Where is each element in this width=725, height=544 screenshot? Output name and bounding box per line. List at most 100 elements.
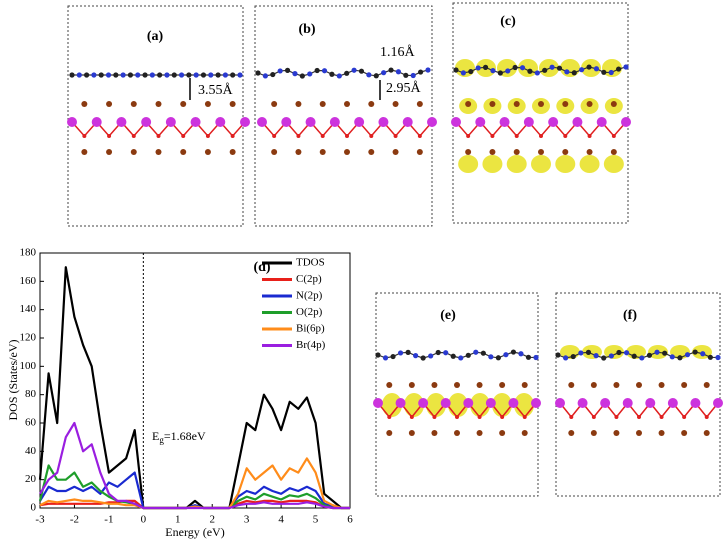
atom bbox=[98, 72, 104, 78]
atom bbox=[601, 355, 607, 361]
atom bbox=[388, 67, 394, 73]
panel-label: (a) bbox=[147, 29, 164, 44]
atom bbox=[465, 101, 472, 107]
atom bbox=[387, 415, 392, 419]
atom bbox=[538, 101, 544, 107]
atom bbox=[240, 117, 250, 127]
atom bbox=[272, 134, 277, 138]
atom bbox=[397, 350, 404, 356]
atom bbox=[499, 117, 510, 127]
atom bbox=[149, 72, 155, 78]
atom bbox=[431, 382, 438, 388]
atom bbox=[707, 354, 713, 360]
atom bbox=[586, 149, 593, 155]
y-tick-label: 0 bbox=[31, 502, 37, 514]
series-line bbox=[39, 421, 350, 510]
atom bbox=[156, 134, 161, 138]
x-tick-label: 5 bbox=[313, 514, 319, 526]
atom bbox=[113, 72, 119, 78]
atom bbox=[510, 349, 517, 355]
atom bbox=[178, 72, 185, 78]
atom bbox=[549, 64, 555, 70]
atom bbox=[157, 72, 163, 78]
atom bbox=[141, 117, 152, 127]
atom bbox=[593, 66, 600, 72]
panel-box bbox=[254, 5, 433, 227]
structures bbox=[67, 59, 723, 436]
atom bbox=[572, 117, 583, 127]
charge-blob bbox=[579, 155, 600, 173]
atom bbox=[262, 73, 268, 79]
atom bbox=[186, 72, 192, 78]
atom bbox=[499, 430, 506, 436]
atom bbox=[555, 398, 565, 408]
atom bbox=[505, 68, 511, 74]
atom bbox=[531, 398, 541, 408]
atom bbox=[623, 64, 629, 70]
x-axis-label: Energy (eV) bbox=[165, 525, 224, 539]
atom bbox=[425, 67, 431, 73]
atom bbox=[431, 430, 438, 436]
atom bbox=[215, 117, 226, 127]
atom bbox=[440, 398, 451, 408]
atom bbox=[418, 69, 424, 75]
atom bbox=[230, 134, 235, 138]
x-tick-label: -1 bbox=[104, 514, 113, 526]
atom bbox=[336, 73, 342, 79]
atom bbox=[455, 415, 459, 419]
atom bbox=[408, 430, 415, 436]
atom bbox=[344, 101, 350, 107]
atom bbox=[354, 117, 365, 127]
atom bbox=[466, 134, 471, 138]
charge-blob bbox=[426, 393, 446, 417]
atom bbox=[562, 101, 569, 107]
atom bbox=[127, 72, 134, 78]
atom bbox=[637, 415, 641, 419]
atom bbox=[204, 149, 211, 155]
atom bbox=[600, 398, 611, 408]
atom bbox=[489, 149, 496, 155]
atom bbox=[190, 117, 201, 127]
atom bbox=[451, 117, 461, 127]
atom bbox=[375, 352, 381, 358]
atom bbox=[639, 355, 645, 361]
atom bbox=[193, 72, 199, 78]
atom bbox=[512, 64, 518, 71]
atom bbox=[255, 70, 261, 76]
atom bbox=[381, 70, 387, 76]
atom bbox=[662, 350, 668, 356]
legend-label: N(2p) bbox=[296, 290, 323, 302]
y-axis-label: DOS (States/eV) bbox=[6, 340, 20, 421]
atom bbox=[76, 72, 82, 78]
atom bbox=[180, 149, 187, 155]
atom bbox=[513, 101, 520, 107]
atom bbox=[621, 117, 631, 127]
atom bbox=[81, 149, 88, 155]
atom bbox=[295, 101, 302, 107]
atom bbox=[608, 69, 614, 76]
atom bbox=[715, 354, 721, 361]
atom bbox=[564, 69, 570, 75]
atom bbox=[677, 355, 683, 361]
atom bbox=[454, 382, 460, 388]
distance-label: 1.16Å bbox=[380, 44, 416, 60]
atom bbox=[257, 117, 267, 127]
atom bbox=[204, 101, 211, 107]
y-tick-label: 120 bbox=[20, 332, 37, 344]
atom bbox=[460, 70, 466, 76]
charge-blob bbox=[555, 155, 576, 173]
atom bbox=[570, 353, 576, 360]
atom bbox=[320, 134, 325, 138]
atom bbox=[402, 117, 413, 127]
legend-label: C(2p) bbox=[296, 273, 322, 285]
legend-label: Bi(6p) bbox=[296, 323, 325, 335]
charge-blob bbox=[603, 155, 624, 173]
atom bbox=[305, 117, 316, 127]
atom bbox=[667, 398, 678, 408]
bond bbox=[377, 351, 537, 359]
atom bbox=[568, 430, 575, 436]
atom bbox=[476, 430, 483, 436]
atom bbox=[500, 415, 505, 419]
atom bbox=[616, 66, 622, 72]
panel-box bbox=[375, 292, 539, 497]
